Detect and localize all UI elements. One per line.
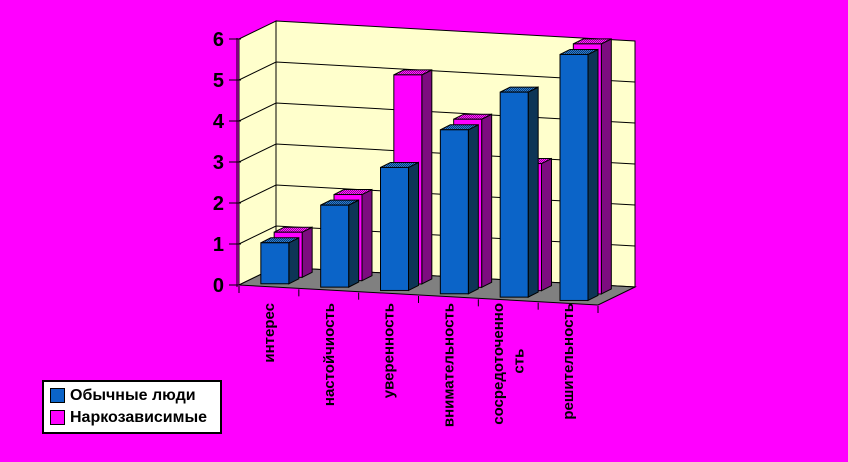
gridline [238,61,636,83]
bar-side-face [408,161,420,292]
bar-front-face [499,91,529,298]
bar-обычные-люди-4[interactable] [439,123,479,295]
legend-item-ordinary-people[interactable]: Обычные люди [50,386,218,405]
bar-side-face [540,157,552,292]
bar-обычные-люди-6[interactable] [559,48,599,302]
category-labels: интерес настойчиость уверенность внимательн… [261,303,577,427]
bar-обычные-люди-2[interactable] [320,199,360,288]
bar-side-face [527,86,539,298]
category-label: внимательность [440,303,457,427]
category-label: сосредоточенно [490,303,507,425]
bar-обычные-люди-3[interactable] [380,161,420,292]
bar-side-face [348,199,360,288]
bar-side-face [587,48,599,302]
legend-swatch-icon [50,388,65,403]
y-axis-tick-label: 0 [213,275,224,297]
bar-side-face [421,69,433,285]
legend-label: Обычные люди [70,387,196,404]
bar-front-face [320,204,350,288]
bar-side-face [288,236,300,285]
category-label: уверенность [381,303,398,398]
bar-front-face [380,166,410,291]
x-axis [238,286,599,313]
legend-item-drug-addicts[interactable]: Наркозависимые [50,408,218,427]
bar-side-face [481,113,493,289]
y-axis-tick-label: 2 [213,193,224,215]
category-label: настойчиость [321,303,338,406]
y-axis-tick-label: 4 [213,111,225,133]
bar-обычные-люди-5[interactable] [499,86,539,298]
bar-side-face [361,188,373,282]
y-axis-tick-label: 3 [213,152,224,174]
bar-обычные-люди-1[interactable] [260,236,300,285]
bar-side-face [467,123,479,295]
y-axis-tick-label: 5 [213,70,224,92]
bar-side-face [600,38,612,295]
legend[interactable]: Обычные люди Наркозависимые [42,380,222,434]
category-label: сть [511,349,528,374]
bars [260,38,612,302]
legend-label: Наркозависимые [70,409,208,426]
bar-front-face [439,129,469,295]
y-axis-tick-label: 6 [213,29,224,51]
bar-front-face [559,53,589,301]
y-axis-tick-label: 1 [213,234,224,256]
bar-front-face [260,242,290,285]
category-label: решительность [560,303,577,420]
category-label: интерес [261,303,278,363]
y-axis: 0 1 2 3 4 5 6 [213,29,241,297]
bar-side-face [301,226,313,279]
legend-swatch-icon [50,410,65,425]
